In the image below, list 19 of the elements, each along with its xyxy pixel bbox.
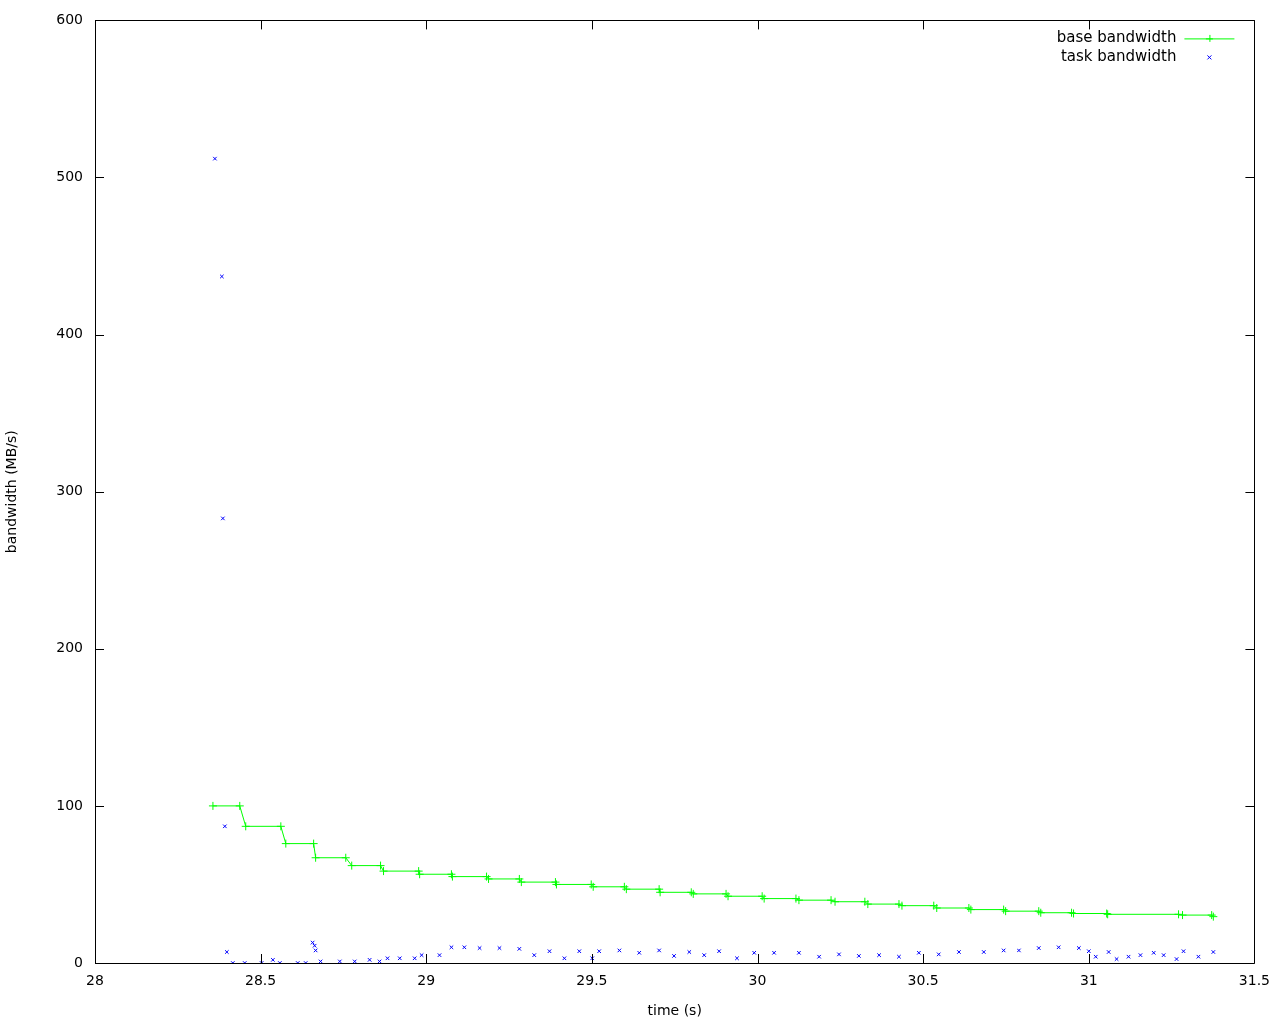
x-tick-label: 31.5 [1238,972,1270,989]
y-tick-label: 0 [74,953,83,970]
y-tick-label: 200 [56,639,83,656]
x-tick-label: 30.5 [907,972,939,989]
y-tick-label: 400 [56,325,83,342]
x-tick-label: 28 [86,972,104,989]
x-tick-label: 31 [1079,972,1098,989]
x-tick-label: 29 [417,972,436,989]
y-tick-label: 600 [56,11,83,28]
x-tick-label: 29.5 [576,972,608,989]
y-axis-title: bandwidth (MB/s) [3,430,20,554]
x-tick-label: 30 [748,972,767,989]
y-tick-label: 300 [56,482,83,499]
x-tick-label: 28.5 [245,972,277,989]
y-tick-label: 100 [56,796,83,813]
y-tick-label: 500 [56,168,83,185]
x-axis-title: time (s) [647,1002,702,1019]
legend-label: task bandwidth [1060,47,1177,66]
legend-label: base bandwidth [1056,28,1177,47]
